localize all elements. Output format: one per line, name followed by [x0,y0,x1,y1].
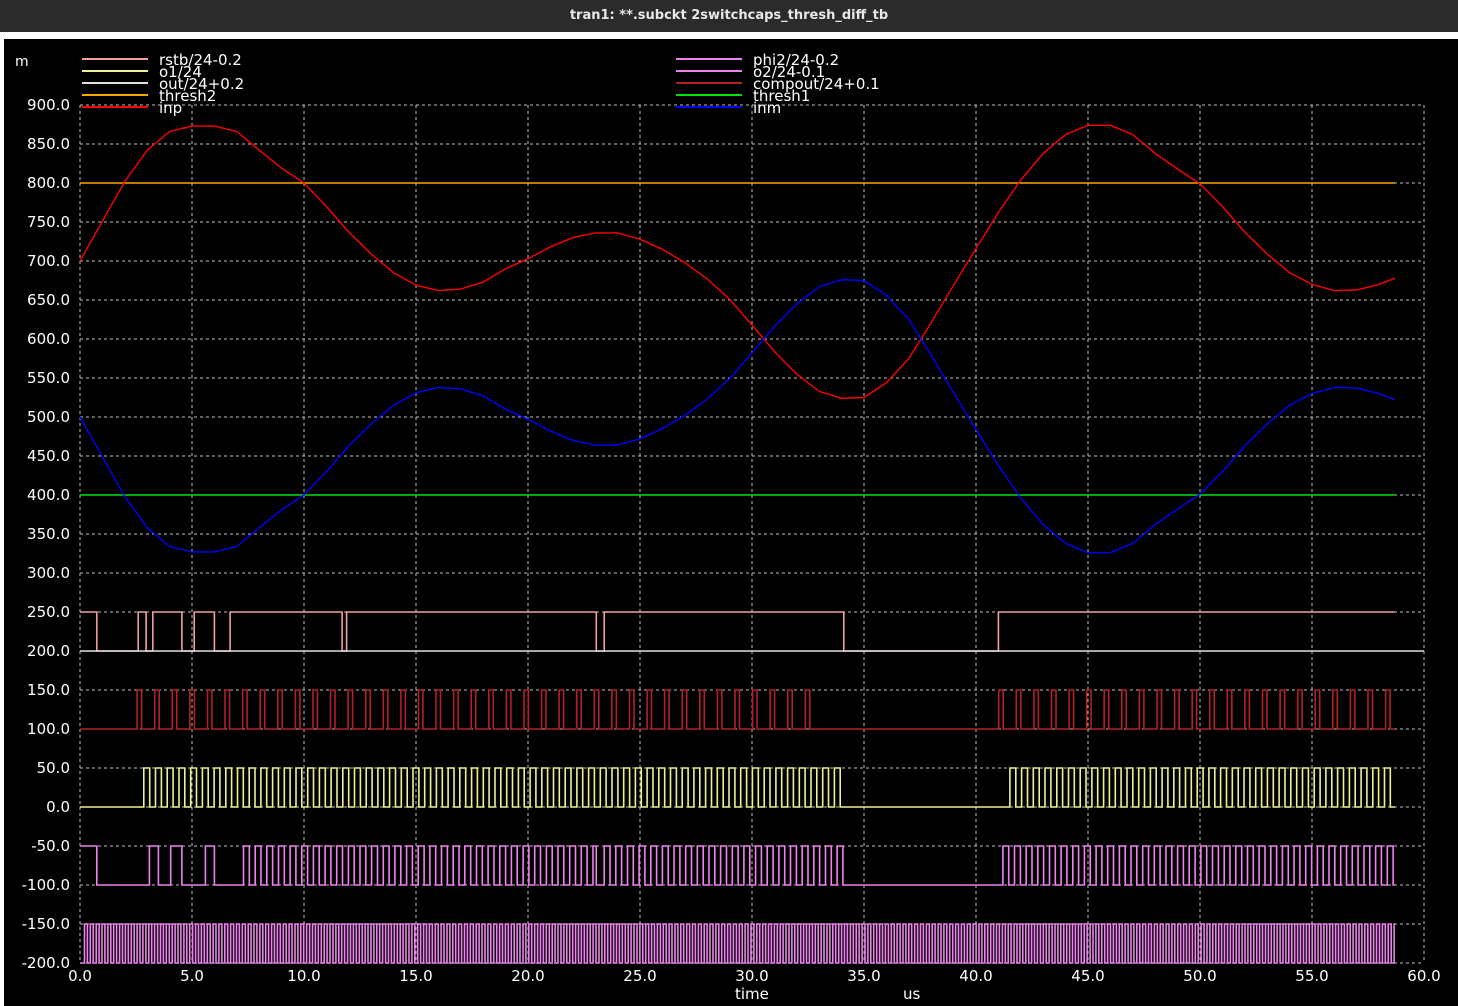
trace-inm [79,278,1396,554]
axes: m time us [15,54,921,1003]
grid: 0.0 5.0 10.0 15.0 20.0 25.0 30.0 35.0 40.0 45.0 50… [22,96,1441,985]
y-tick-label: 0.0 [46,798,70,816]
y-tick-label: -200.0 [22,954,70,972]
y-tick-label: 700.0 [27,252,70,270]
x-axis-label: time [735,985,769,1003]
trace-o1-24 [80,767,1395,808]
legend-label: phi2/24-0.2 [753,51,839,69]
y-tick-label: 150.0 [27,681,70,699]
legend-label: o1/24 [159,63,202,81]
legend-label: inm [753,99,781,117]
x-tick-label: 5.0 [180,967,204,985]
y-tick-label: 650.0 [27,291,70,309]
trace-inp [79,124,1396,400]
trace-compout-24-0-1 [80,689,1395,730]
legend-label: rstb/24-0.2 [159,51,242,69]
y-tick-label: 900.0 [27,96,70,114]
y-tick-label: 750.0 [27,213,70,231]
legend-label: thresh1 [753,87,810,105]
plot-frame: 0.0 5.0 10.0 15.0 20.0 25.0 30.0 35.0 40.0 45.0 50… [4,39,1458,1006]
y-tick-label: 400.0 [27,486,70,504]
x-tick-label: 60.0 [1407,967,1440,985]
x-tick-label: 30.0 [735,967,768,985]
y-tick-label: -150.0 [22,915,70,933]
legend-label: compout/24+0.1 [753,75,880,93]
trace-o2-24-0-1 [80,845,1395,886]
x-tick-label: 55.0 [1295,967,1328,985]
y-tick-label: 550.0 [27,369,70,387]
x-tick-label: 35.0 [847,967,880,985]
x-tick-label: 10.0 [287,967,320,985]
legend-label: out/24+0.2 [159,75,244,93]
trace-rstb-24-0-2 [80,611,1395,652]
y-tick-label: 250.0 [27,603,70,621]
legend-label: thresh2 [159,87,216,105]
y-tick-label: -100.0 [22,876,70,894]
legend-label: o2/24-0.1 [753,63,825,81]
y-tick-label: 200.0 [27,642,70,660]
x-tick-label: 50.0 [1183,967,1216,985]
y-unit-prefix: m [15,54,29,70]
y-tick-label: 500.0 [27,408,70,426]
y-tick-label: 850.0 [27,135,70,153]
waveform-plot[interactable]: 0.0 5.0 10.0 15.0 20.0 25.0 30.0 35.0 40.0 45.0 50… [4,39,1458,1006]
x-tick-label: 40.0 [959,967,992,985]
legend-label: inp [159,99,182,117]
y-tick-label: 50.0 [37,759,70,777]
traces [79,124,1424,964]
x-tick-label: 15.0 [399,967,432,985]
y-tick-label: 600.0 [27,330,70,348]
trace-phi2-24-0-2 [80,923,1395,964]
y-tick-label: 450.0 [27,447,70,465]
y-tick-label: -50.0 [31,837,70,855]
window-title: tran1: **.subckt 2switchcaps_thresh_diff… [0,0,1458,32]
x-tick-label: 0.0 [68,967,92,985]
x-tick-label: 20.0 [511,967,544,985]
y-tick-label: 100.0 [27,720,70,738]
x-tick-label: 45.0 [1071,967,1104,985]
x-axis-unit: us [903,985,921,1003]
y-tick-label: 350.0 [27,525,70,543]
y-tick-label: 800.0 [27,174,70,192]
x-tick-label: 25.0 [623,967,656,985]
y-tick-label: 300.0 [27,564,70,582]
legend: rstb/24-0.2 phi2/24-0.2 o1/24 o2/24-0.1 out/… [82,51,880,117]
